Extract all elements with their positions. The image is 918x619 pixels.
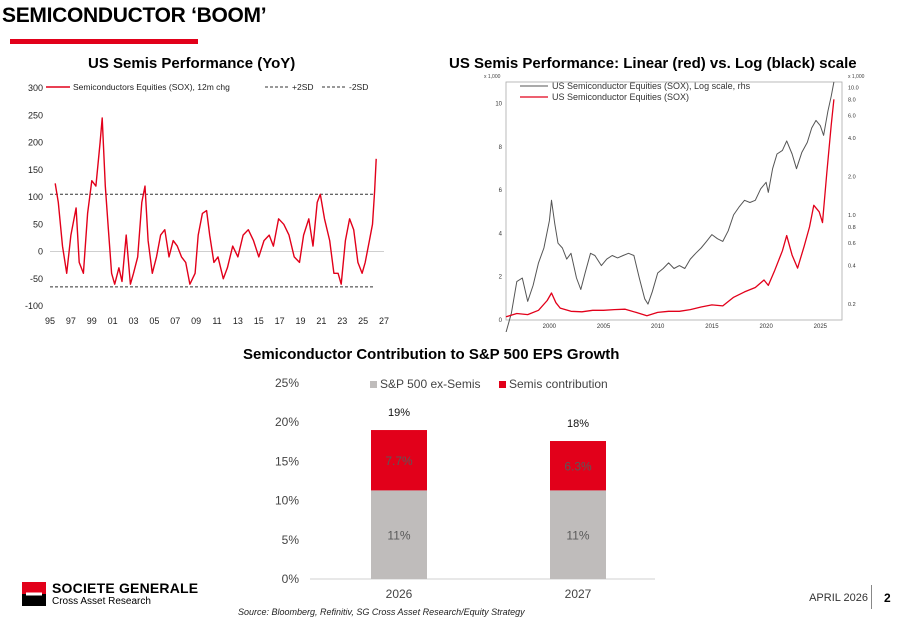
sox-yoy-series-line (54, 117, 377, 285)
y-tick-label: 0 (38, 247, 43, 257)
x-tick-label: 05 (149, 316, 159, 326)
y-tick-label: 50 (33, 219, 43, 229)
right-tick-label: 10.0 (848, 85, 859, 91)
right-tick-label: 0.8 (848, 225, 856, 231)
bar-segment-ex-semis (371, 490, 427, 579)
y-tick-label: 5% (282, 533, 300, 547)
y-tick-label: 25% (275, 376, 299, 390)
x-tick-label: 99 (87, 316, 97, 326)
left-tick-label: 10 (495, 102, 502, 108)
legend-label-linear: US Semiconductor Equities (SOX) (552, 92, 689, 102)
y-tick-label: 10% (275, 494, 299, 508)
left-tick-label: 4 (499, 231, 503, 237)
legend-label-plus2sd: +2SD (292, 82, 314, 92)
chart1-title: US Semis Performance (YoY) (88, 55, 296, 72)
societe-generale-logo-icon (22, 582, 46, 606)
x-tick-label: 07 (170, 316, 180, 326)
y-tick-label: 250 (28, 110, 43, 120)
y-tick-label: 100 (28, 192, 43, 202)
right-axis-unit: x 1,000 (848, 74, 865, 80)
right-tick-label: 0.6 (848, 241, 856, 247)
x-tick-label: 01 (108, 316, 118, 326)
brand-subtitle: Cross Asset Research (52, 596, 151, 607)
y-tick-label: 150 (28, 165, 43, 175)
bar-label-semis: 7.7% (385, 454, 413, 468)
left-axis-unit: x 1,000 (484, 74, 501, 80)
left-tick-label: 0 (499, 318, 503, 324)
x-tick-label: 97 (66, 316, 76, 326)
sox-linear-series-line (505, 99, 835, 318)
yoy-performance-chart: -100 -50 0 50 100 150 200 250 300 95 97 99 01 03 05 07 0… (25, 82, 389, 326)
eps-contribution-chart: 0% 5% 10% 15% 20% 25% 11% 7.7% 19% 2026 11% 6.3% 18%… (275, 376, 655, 601)
x-tick-label: 09 (191, 316, 201, 326)
legend-label-ex-semis: S&P 500 ex-Semis (380, 377, 481, 391)
sox-log-series-line (505, 81, 835, 332)
x-tick-label: 95 (45, 316, 55, 326)
page-number: 2 (884, 591, 891, 605)
x-tick-label: 21 (316, 316, 326, 326)
x-tick-label: 2020 (759, 324, 773, 330)
x-tick-label: 2015 (705, 324, 719, 330)
linear-vs-log-chart: x 1,000 x 1,000 0 2 4 6 8 10 0.2 0.4 0.6 0.8 1.0 2.0 4… (484, 74, 865, 332)
right-tick-label: 2.0 (848, 174, 856, 180)
left-tick-label: 8 (499, 145, 503, 151)
x-category-label: 2027 (565, 587, 592, 601)
y-tick-label: 20% (275, 415, 299, 429)
bar-label-semis: 6.3% (564, 460, 592, 474)
x-tick-label: 2005 (597, 324, 611, 330)
footer-divider (871, 585, 872, 609)
y-tick-label: 15% (275, 454, 299, 468)
bar-total-label: 19% (388, 407, 410, 419)
report-date: APRIL 2026 (809, 592, 868, 604)
x-tick-label: 2025 (814, 324, 828, 330)
y-tick-label: 200 (28, 138, 43, 148)
left-tick-label: 2 (499, 275, 503, 281)
chart3-title: Semiconductor Contribution to S&P 500 EP… (243, 346, 620, 363)
right-tick-label: 4.0 (848, 136, 856, 142)
legend-label-sox: Semiconductors Equities (SOX), 12m chg (73, 82, 230, 92)
right-tick-label: 6.0 (848, 114, 856, 120)
legend-label-minus2sd: -2SD (349, 82, 368, 92)
right-tick-label: 0.4 (848, 264, 856, 270)
legend-swatch-semis (499, 381, 506, 388)
legend-label-log: US Semiconductor Equities (SOX), Log sca… (552, 81, 751, 91)
bar-label-ex-semis: 11% (566, 529, 589, 543)
x-tick-label: 27 (379, 316, 389, 326)
x-tick-label: 13 (233, 316, 243, 326)
left-tick-label: 6 (499, 188, 503, 194)
page-title: SEMICONDUCTOR ‘BOOM’ (2, 4, 267, 27)
legend-swatch-ex-semis (370, 381, 377, 388)
bar-segment-semis (371, 430, 427, 491)
x-tick-label: 23 (337, 316, 347, 326)
bar-total-label: 18% (567, 418, 589, 430)
y-tick-label: 300 (28, 83, 43, 93)
right-tick-label: 0.2 (848, 302, 856, 308)
bar-segment-ex-semis (550, 490, 606, 579)
plot-frame (505, 81, 843, 321)
bar-segment-semis (550, 441, 606, 491)
y-tick-label: 0% (282, 572, 300, 586)
title-underline (10, 39, 198, 44)
right-tick-label: 8.0 (848, 98, 856, 104)
bar-label-ex-semis: 11% (387, 529, 410, 543)
brand-name: SOCIETE GENERALE (52, 580, 199, 596)
x-tick-label: 2000 (543, 324, 557, 330)
chart2-title: US Semis Performance: Linear (red) vs. L… (449, 55, 857, 72)
y-tick-label: -50 (30, 274, 43, 284)
x-category-label: 2026 (386, 587, 413, 601)
x-tick-label: 19 (295, 316, 305, 326)
x-tick-label: 15 (254, 316, 264, 326)
x-tick-label: 2010 (651, 324, 665, 330)
x-tick-label: 03 (128, 316, 138, 326)
right-tick-label: 1.0 (848, 213, 856, 219)
x-tick-label: 25 (358, 316, 368, 326)
y-tick-label: -100 (25, 301, 43, 311)
legend-label-semis: Semis contribution (509, 377, 608, 391)
source-note: Source: Bloomberg, Refinitiv, SG Cross A… (238, 607, 525, 617)
x-tick-label: 11 (212, 316, 221, 326)
x-tick-label: 17 (275, 316, 285, 326)
